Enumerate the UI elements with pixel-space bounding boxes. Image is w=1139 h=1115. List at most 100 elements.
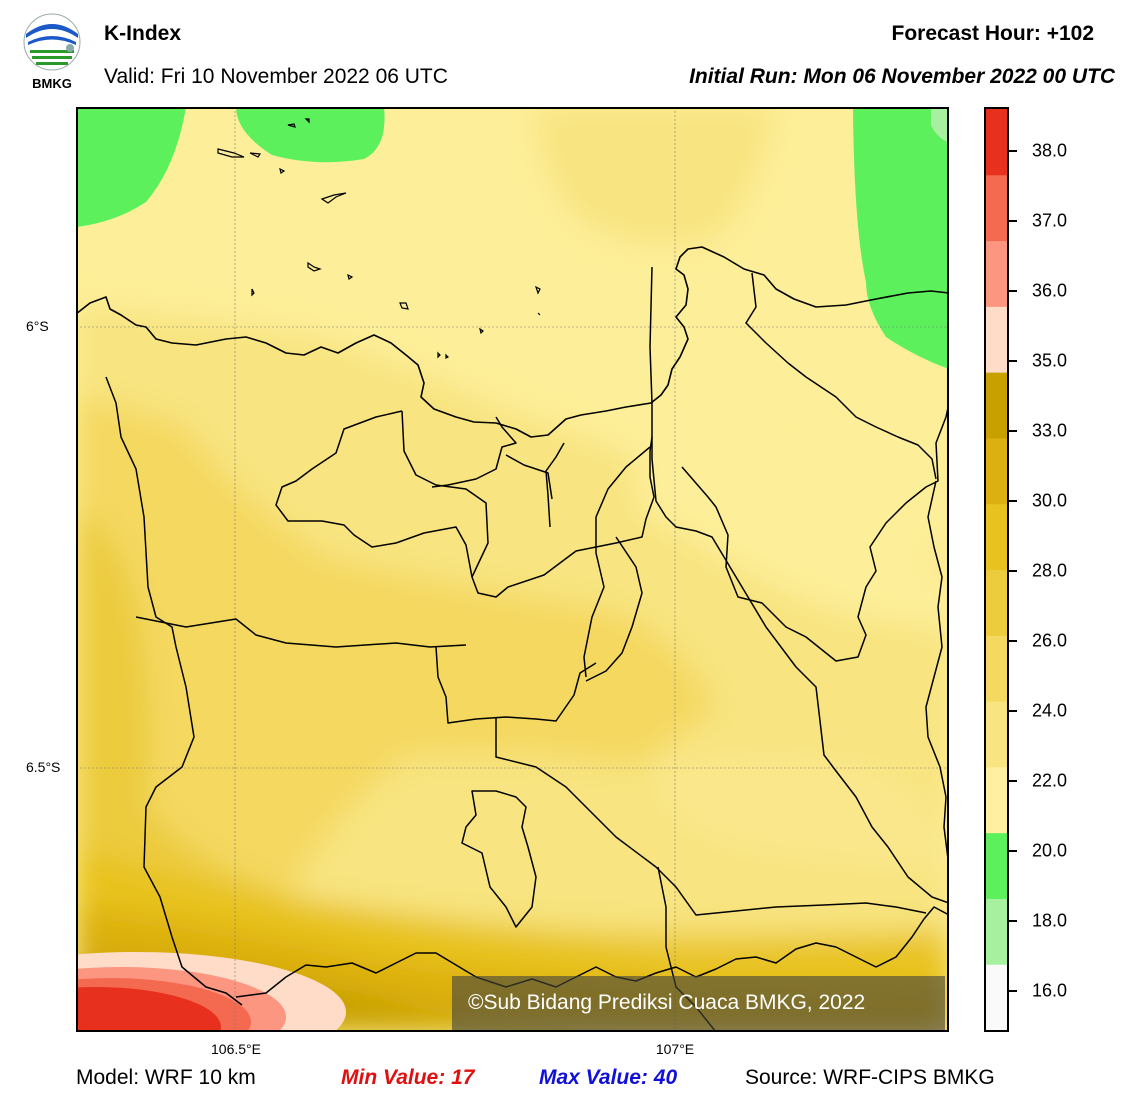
island-14 xyxy=(437,351,450,359)
boundary-subang xyxy=(681,402,949,662)
field-low-north xyxy=(236,107,385,163)
colorbar-bin xyxy=(986,109,1007,176)
colorbar-bin xyxy=(986,503,1007,570)
colorbar-tick-label: 30.0 xyxy=(1032,490,1068,511)
colorbar-tick xyxy=(1009,640,1017,642)
colorbar-tick xyxy=(1009,990,1017,992)
colorbar-bin xyxy=(986,766,1007,834)
colorbar-tick xyxy=(1009,220,1017,222)
field-high-core xyxy=(76,987,221,1032)
field-low-northwest xyxy=(76,107,186,227)
island-13 xyxy=(479,327,484,335)
islands xyxy=(217,118,541,359)
island-6 xyxy=(320,192,347,204)
source-info: Source: WRF-CIPS BMKG xyxy=(745,1066,995,1089)
bmkg-emblem-icon xyxy=(23,13,81,71)
field-low-east xyxy=(853,107,949,369)
boundary-island-cianjur xyxy=(461,790,537,928)
lat-label-6s: 6°S xyxy=(26,318,49,334)
colorbar-bin xyxy=(986,240,1007,307)
lon-label-106-5e: 106.5°E xyxy=(211,1041,261,1057)
field-band-24-26 xyxy=(76,397,716,927)
map-canvas xyxy=(76,107,949,1032)
forecast-hour: Forecast Hour: +102 xyxy=(891,22,1095,45)
colorbar-tick xyxy=(1009,290,1017,292)
boundary-inner-5 xyxy=(585,536,643,682)
island-7 xyxy=(307,261,322,272)
boundary-inner-4 xyxy=(583,446,651,678)
colorbar-tick xyxy=(1009,920,1017,922)
watermark: ©Sub Bidang Prediksi Cuaca BMKG, 2022 xyxy=(452,976,945,1030)
field-lobe-northeast xyxy=(536,107,776,244)
boundary-karawang xyxy=(649,266,949,904)
colorbar-bin xyxy=(986,569,1007,636)
colorbar-tick-label: 18.0 xyxy=(1032,910,1068,931)
colorbar-tick xyxy=(1009,780,1017,782)
colorbar-tick-label: 20.0 xyxy=(1032,840,1068,861)
model-info: Model: WRF 10 km xyxy=(76,1066,256,1089)
island-4 xyxy=(249,152,262,158)
colorbar-bin xyxy=(986,898,1007,965)
max-value: Max Value: 40 xyxy=(539,1066,678,1089)
boundary-east-vertical xyxy=(925,480,949,868)
colorbar-tick-label: 33.0 xyxy=(1032,420,1068,441)
k-index-map xyxy=(76,107,949,1032)
colorbar-tick xyxy=(1009,710,1017,712)
colorbar-bin xyxy=(986,964,1007,1030)
island-9 xyxy=(251,288,255,297)
island-11 xyxy=(534,285,541,295)
colorbar-tick-label: 26.0 xyxy=(1032,630,1068,651)
colorbar xyxy=(984,107,1009,1032)
boundary-west-central xyxy=(135,616,467,648)
colorbar-tick xyxy=(1009,430,1017,432)
boundary-city-west xyxy=(275,410,655,598)
boundary-inner-1 xyxy=(431,416,517,488)
colorbar-tick xyxy=(1009,150,1017,152)
colorbar-bin xyxy=(986,437,1007,505)
colorbar-tick-label: 22.0 xyxy=(1032,770,1068,791)
colorbar-bin xyxy=(986,372,1007,439)
valid-time: Valid: Fri 10 November 2022 06 UTC xyxy=(104,65,448,88)
boundary-banten xyxy=(105,376,243,1006)
colorbar-bin xyxy=(986,635,1007,702)
lat-label-6-5s: 6.5°S xyxy=(26,759,61,775)
colorbar-bin xyxy=(986,832,1007,899)
initial-run: Initial Run: Mon 06 November 2022 00 UTC xyxy=(689,65,1115,88)
colorbar-bin xyxy=(986,306,1007,373)
colorbar-tick-label: 38.0 xyxy=(1032,140,1068,161)
island-12 xyxy=(537,312,541,316)
lon-label-107e: 107°E xyxy=(655,1041,695,1057)
colorbar-tick-label: 24.0 xyxy=(1032,700,1068,721)
island-2 xyxy=(304,118,310,124)
island-1 xyxy=(287,123,296,128)
colorbar-tick xyxy=(1009,360,1017,362)
boundary-jakarta xyxy=(401,410,489,578)
logo-text: BMKG xyxy=(32,76,72,91)
colorbar-tick xyxy=(1009,850,1017,852)
colorbar-tick-label: 36.0 xyxy=(1032,280,1068,301)
field-low-east-core xyxy=(931,107,949,143)
admin-boundaries xyxy=(105,266,949,1032)
colorbar-tick-label: 37.0 xyxy=(1032,210,1068,231)
boundary-inner-3 xyxy=(505,454,553,500)
colorbar-tick-label: 16.0 xyxy=(1032,980,1068,1001)
island-10 xyxy=(399,302,409,310)
colorbar-tick xyxy=(1009,500,1017,502)
boundary-south-2 xyxy=(495,717,927,916)
field-lobe-southeast xyxy=(656,757,949,867)
island-5 xyxy=(279,167,286,174)
colorbar-tick-label: 28.0 xyxy=(1032,560,1068,581)
map-title: K-Index xyxy=(104,22,182,45)
min-value: Min Value: 17 xyxy=(341,1066,475,1089)
boundary-inner-2 xyxy=(545,442,565,528)
colorbar-tick xyxy=(1009,570,1017,572)
colorbar-bin xyxy=(986,174,1007,242)
island-8 xyxy=(347,273,354,280)
coastline xyxy=(76,246,949,438)
colorbar-bins xyxy=(986,109,1007,1030)
boundary-east-1 xyxy=(745,272,937,480)
island-3 xyxy=(217,148,245,158)
colorbar-bin xyxy=(986,701,1007,768)
boundary-south-1 xyxy=(435,646,597,724)
colorbar-tick-label: 35.0 xyxy=(1032,350,1068,371)
